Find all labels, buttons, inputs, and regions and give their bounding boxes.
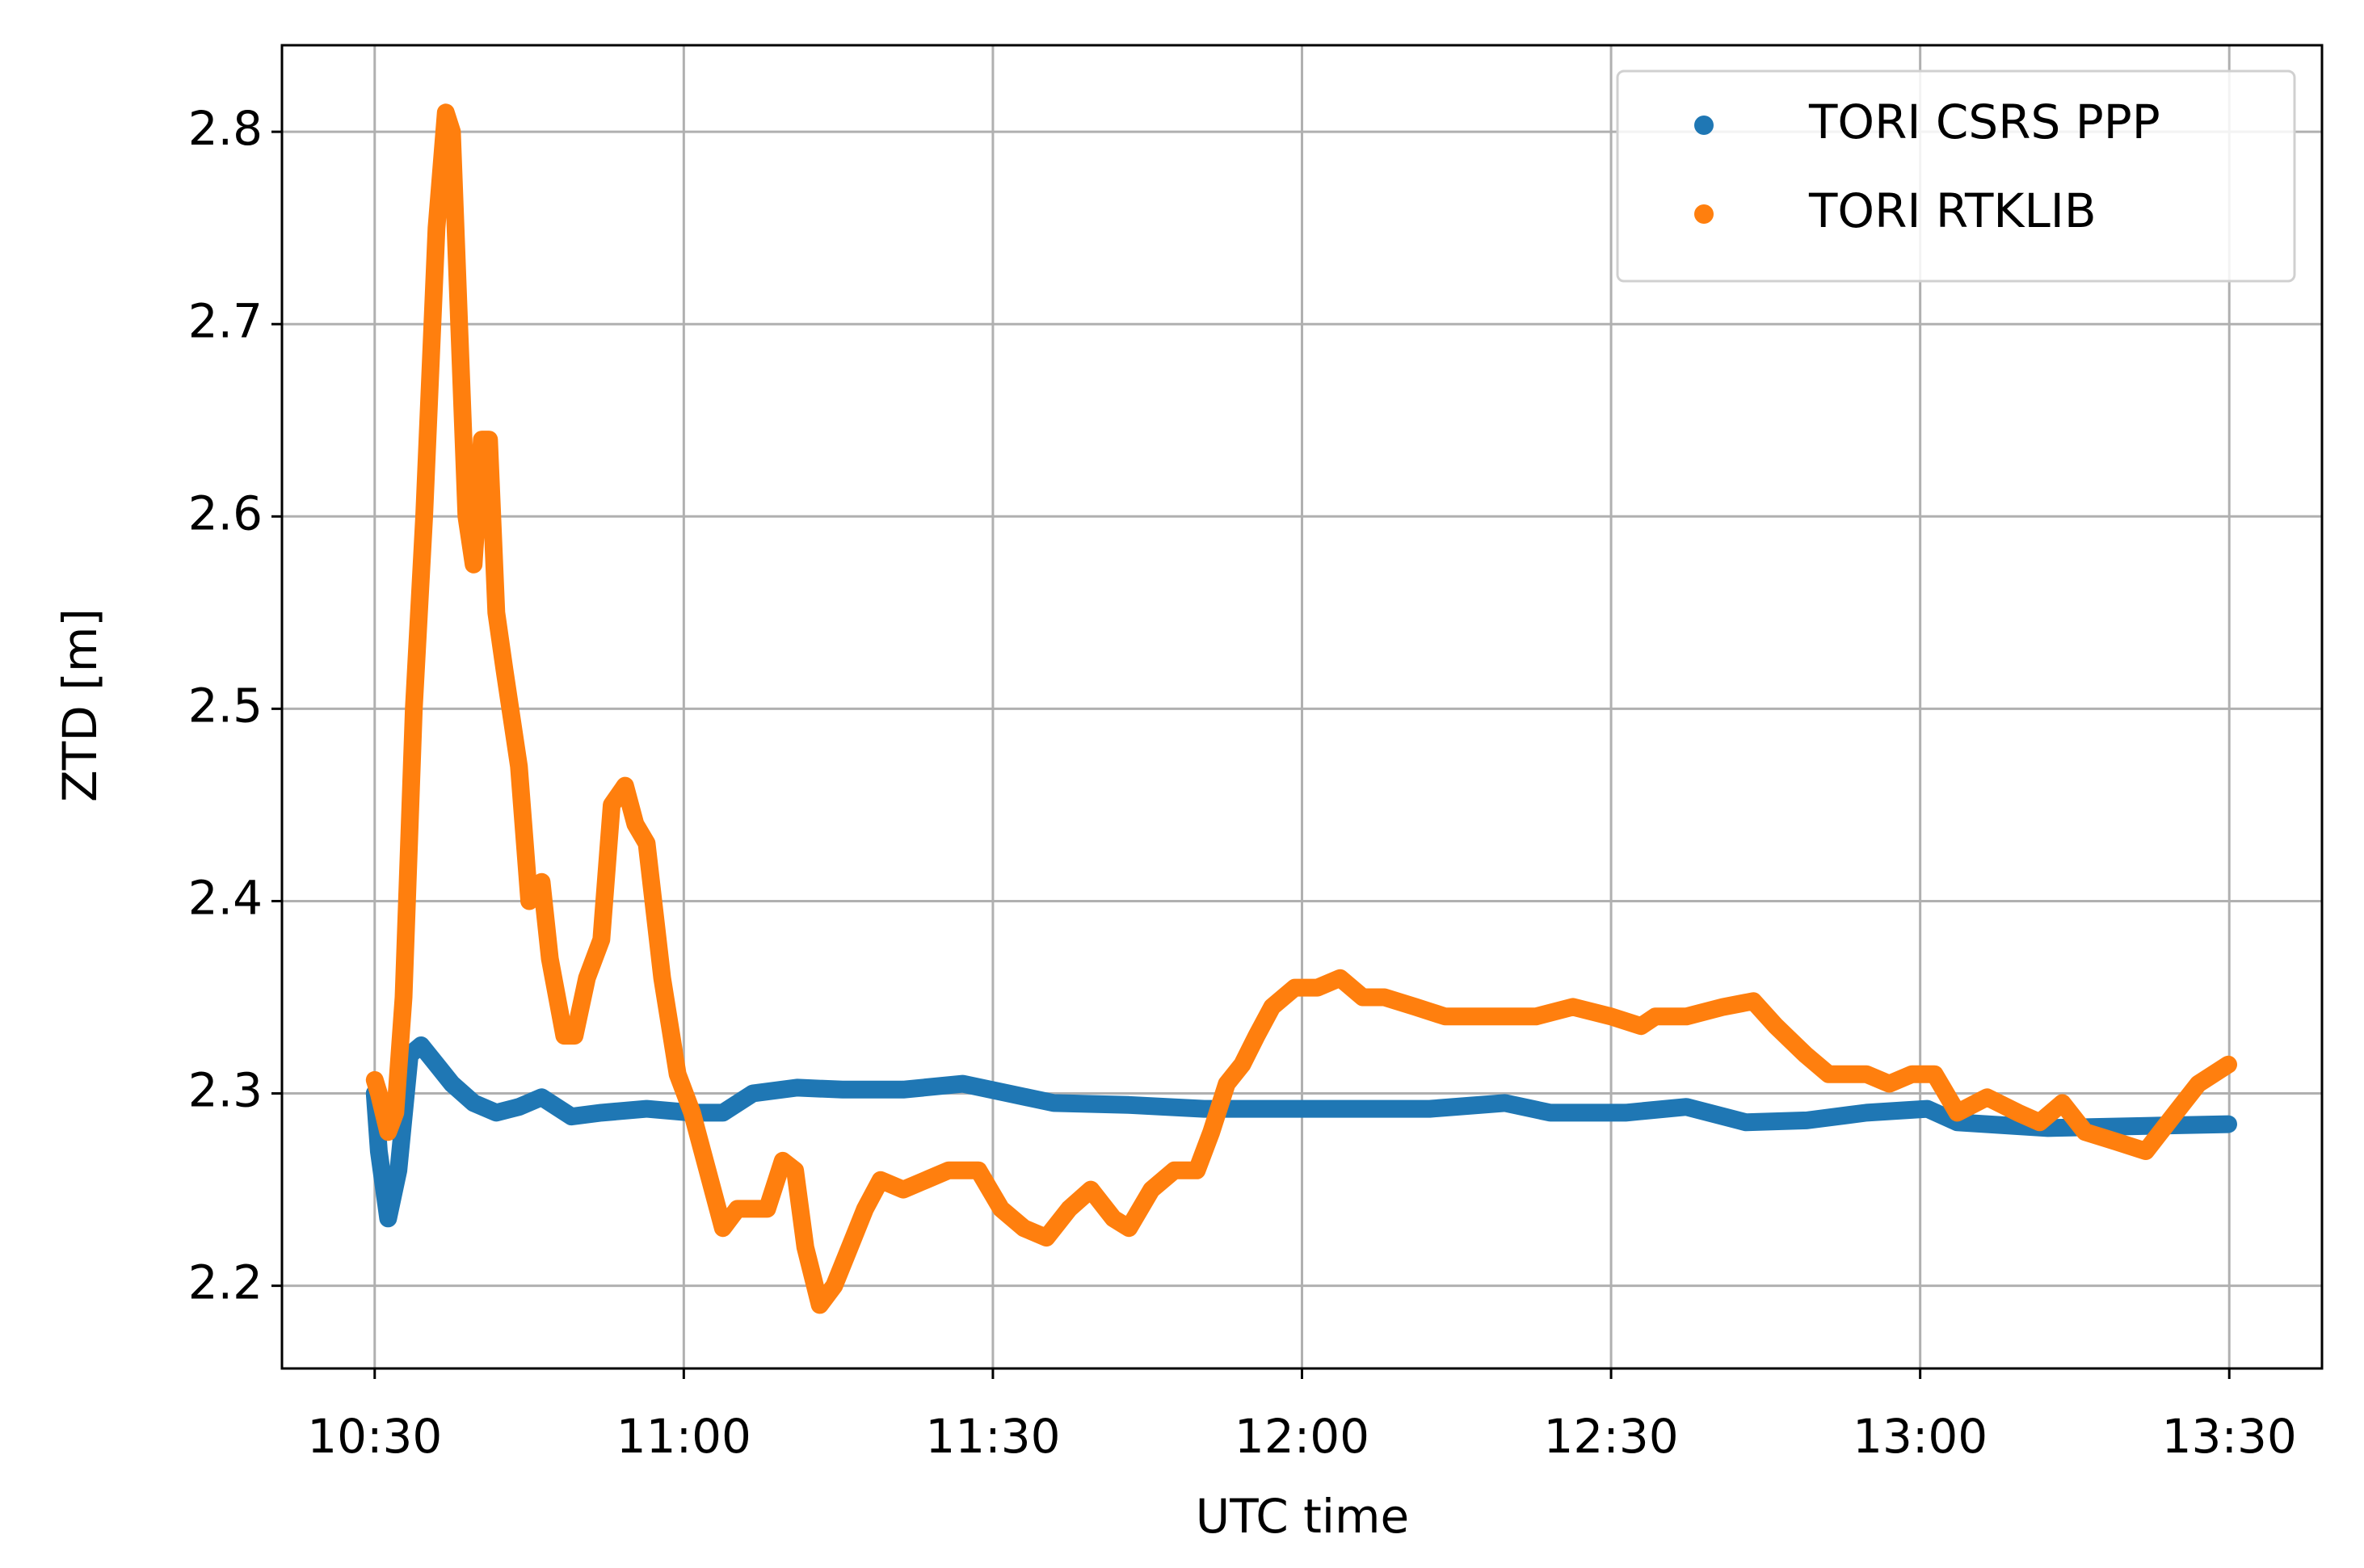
legend-label: TORI RTKLIB: [1808, 183, 2097, 238]
x-tick-label: 12:30: [1543, 1409, 1678, 1464]
data-line: [365, 103, 2237, 1314]
y-axis-label: ZTD [m]: [53, 608, 107, 802]
y-tick-label: 2.6: [188, 486, 263, 540]
x-tick-label: 11:30: [925, 1409, 1060, 1464]
data-line: [365, 1036, 2237, 1228]
x-tick-label: 12:00: [1235, 1409, 1369, 1464]
y-tick-label: 2.8: [188, 101, 263, 156]
legend-marker: [1694, 204, 1714, 224]
y-tick-label: 2.7: [188, 293, 263, 348]
legend-marker: [1694, 116, 1714, 135]
y-tick-label: 2.4: [188, 871, 263, 926]
legend-box: [1616, 69, 2296, 283]
x-tick-label: 10:30: [307, 1409, 442, 1464]
x-tick-label: 11:00: [616, 1409, 751, 1464]
plot-frame: [280, 44, 2324, 1370]
y-tick-label: 2.3: [188, 1063, 263, 1118]
x-tick-label: 13:30: [2162, 1409, 2297, 1464]
y-tick-label: 2.5: [188, 678, 263, 733]
y-tick-label: 2.2: [188, 1255, 263, 1310]
legend-label: TORI CSRS PPP: [1808, 95, 2160, 149]
x-tick-label: 13:00: [1853, 1409, 1988, 1464]
x-axis-label: UTC time: [1196, 1489, 1409, 1544]
